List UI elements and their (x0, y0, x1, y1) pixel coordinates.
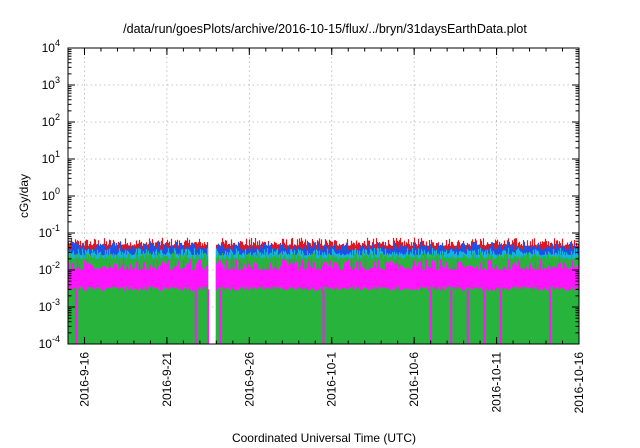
y-tick-label: 10-2 (39, 260, 60, 277)
x-tick-label: 2016-9-26 (242, 352, 256, 407)
x-tick-label: 2016-10-11 (490, 352, 504, 413)
x-axis: 2016-9-16 2016-9-21 2016-9-26 2016-10-1 2016… (67, 48, 586, 414)
y-tick-label: 103 (42, 75, 60, 92)
x-axis-label: Coordinated Universal Time (UTC) (232, 431, 416, 445)
y-axis: 10-4 10-3 10-2 10-1 100 101 102 103 104 (39, 38, 579, 351)
y-tick-label: 10-1 (39, 223, 60, 240)
x-tick-label: 2016-9-21 (160, 352, 174, 407)
y-tick-label: 10-3 (39, 297, 60, 314)
series-group (67, 237, 580, 344)
y-tick-label: 10-4 (39, 334, 60, 351)
y-axis-label: cGy/day (17, 174, 31, 218)
chart-title: /data/run/goesPlots/archive/2016-10-15/f… (123, 22, 527, 36)
x-tick-label: 2016-9-16 (77, 352, 91, 407)
y-tick-label: 100 (42, 186, 60, 203)
y-tick-label: 104 (42, 38, 60, 55)
x-tick-label: 2016-10-1 (325, 352, 339, 407)
y-tick-label: 101 (42, 149, 60, 166)
x-tick-label: 2016-10-6 (407, 352, 421, 407)
x-tick-label: 2016-10-16 (572, 352, 586, 414)
plot-frame (67, 47, 580, 345)
y-tick-label: 102 (42, 112, 60, 129)
